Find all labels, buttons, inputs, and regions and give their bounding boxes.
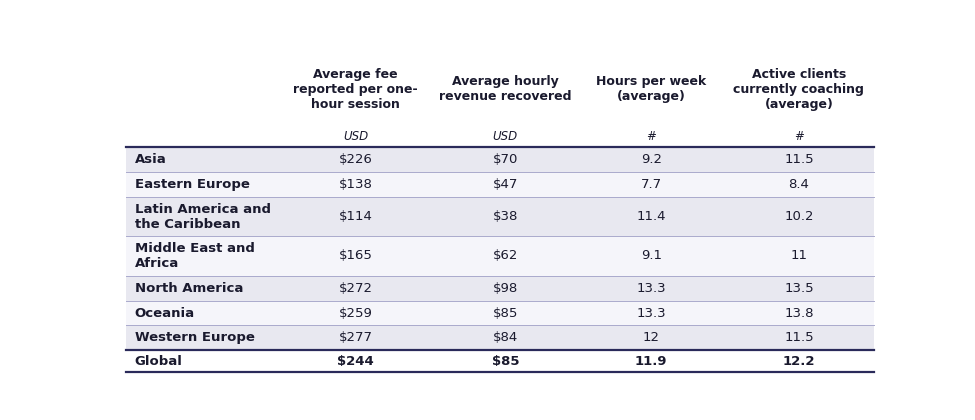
Bar bbox=[126, 301, 874, 326]
Text: Global: Global bbox=[135, 355, 182, 368]
Text: $114: $114 bbox=[338, 210, 372, 223]
Text: 10.2: 10.2 bbox=[784, 210, 814, 223]
Text: $98: $98 bbox=[492, 282, 518, 294]
Text: 8.4: 8.4 bbox=[789, 178, 809, 191]
Text: $226: $226 bbox=[338, 153, 372, 166]
Text: Middle East and
Africa: Middle East and Africa bbox=[135, 242, 254, 270]
Bar bbox=[126, 236, 874, 276]
Text: Active clients
currently coaching
(average): Active clients currently coaching (avera… bbox=[733, 68, 865, 111]
Bar bbox=[126, 326, 874, 350]
Bar bbox=[126, 52, 874, 147]
Text: 9.1: 9.1 bbox=[641, 249, 662, 262]
Text: 11: 11 bbox=[791, 249, 807, 262]
Text: Hours per week
(average): Hours per week (average) bbox=[596, 75, 706, 103]
Text: 12: 12 bbox=[643, 331, 660, 344]
Text: 11.5: 11.5 bbox=[784, 153, 814, 166]
Text: 11.9: 11.9 bbox=[635, 355, 668, 368]
Text: 9.2: 9.2 bbox=[641, 153, 662, 166]
Text: $85: $85 bbox=[492, 307, 518, 320]
Text: $70: $70 bbox=[492, 153, 518, 166]
Bar bbox=[126, 172, 874, 197]
Text: $165: $165 bbox=[338, 249, 372, 262]
Text: #: # bbox=[794, 130, 803, 143]
Text: $62: $62 bbox=[492, 249, 518, 262]
Text: 11.5: 11.5 bbox=[784, 331, 814, 344]
Text: Asia: Asia bbox=[135, 153, 167, 166]
Text: $84: $84 bbox=[492, 331, 518, 344]
Bar bbox=[126, 197, 874, 236]
Text: 12.2: 12.2 bbox=[783, 355, 815, 368]
Text: $85: $85 bbox=[491, 355, 519, 368]
Text: $47: $47 bbox=[492, 178, 518, 191]
Text: 13.3: 13.3 bbox=[637, 282, 666, 294]
Bar bbox=[126, 276, 874, 301]
Text: #: # bbox=[646, 130, 656, 143]
Text: $277: $277 bbox=[338, 331, 372, 344]
Text: Latin America and
the Caribbean: Latin America and the Caribbean bbox=[135, 202, 271, 231]
Text: $38: $38 bbox=[492, 210, 518, 223]
Text: Average fee
reported per one-
hour session: Average fee reported per one- hour sessi… bbox=[293, 68, 418, 111]
Text: $244: $244 bbox=[337, 355, 374, 368]
Text: 13.8: 13.8 bbox=[784, 307, 814, 320]
Text: $259: $259 bbox=[338, 307, 372, 320]
Text: 7.7: 7.7 bbox=[641, 178, 662, 191]
Text: USD: USD bbox=[343, 130, 369, 143]
Text: $138: $138 bbox=[338, 178, 372, 191]
Text: 13.3: 13.3 bbox=[637, 307, 666, 320]
Text: Eastern Europe: Eastern Europe bbox=[135, 178, 250, 191]
Bar bbox=[126, 350, 874, 372]
Text: Western Europe: Western Europe bbox=[135, 331, 254, 344]
Text: Oceania: Oceania bbox=[135, 307, 195, 320]
Text: USD: USD bbox=[492, 130, 518, 143]
Text: North America: North America bbox=[135, 282, 243, 294]
Bar bbox=[126, 147, 874, 172]
Text: 11.4: 11.4 bbox=[637, 210, 666, 223]
Text: 13.5: 13.5 bbox=[784, 282, 814, 294]
Text: $272: $272 bbox=[338, 282, 372, 294]
Text: Average hourly
revenue recovered: Average hourly revenue recovered bbox=[439, 75, 571, 103]
